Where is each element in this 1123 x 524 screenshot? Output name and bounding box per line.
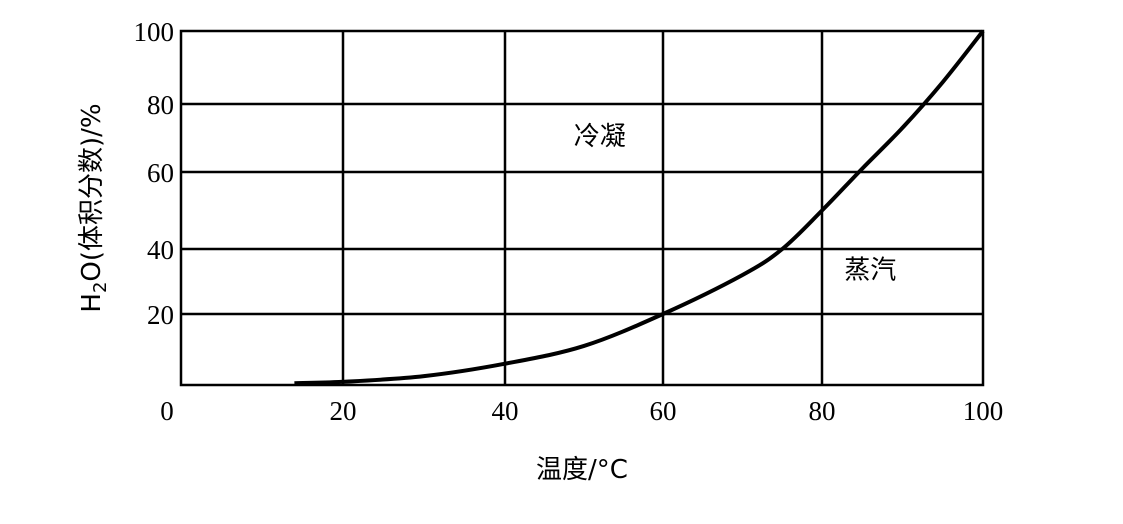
x-tick-label: 0 (160, 396, 174, 426)
plot-frame (179, 29, 985, 387)
x-tick-label: 40 (492, 396, 519, 426)
y-tick-label: 40 (147, 235, 174, 265)
x-tick-label: 100 (963, 396, 1004, 426)
x-axis-label: 温度/°C (536, 455, 628, 485)
x-tick-label: 20 (330, 396, 357, 426)
y-tick-label: 20 (147, 300, 174, 330)
y-tick-label: 80 (147, 90, 174, 120)
region-label: 冷凝 (574, 122, 626, 152)
y-tick-label: 60 (147, 158, 174, 188)
y-axis-label: H2O(体积分数)/% (77, 103, 111, 312)
series-line (294, 29, 985, 386)
x-tick-label: 80 (809, 396, 836, 426)
x-tick-label: 60 (650, 396, 677, 426)
grid (181, 31, 983, 385)
region-label: 蒸汽 (844, 255, 896, 285)
y-tick-label: 100 (134, 17, 175, 47)
